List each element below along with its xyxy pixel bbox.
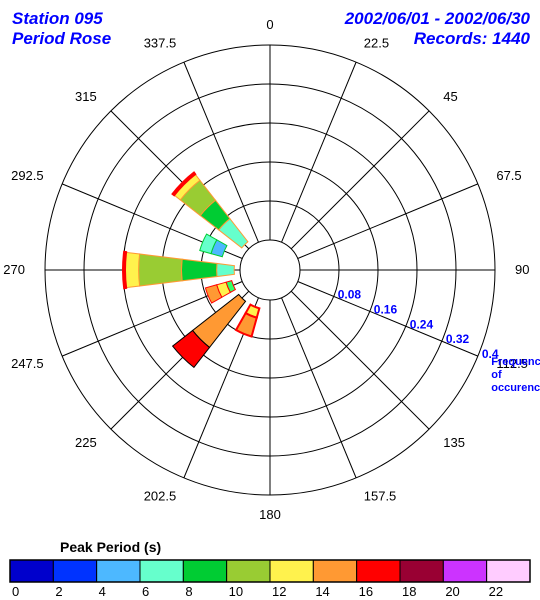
- legend-swatch: [487, 560, 530, 582]
- radial-tick-label: 0.08: [338, 287, 362, 301]
- legend-tick: 8: [185, 584, 192, 599]
- legend-swatch: [53, 560, 96, 582]
- frequency-axis-label: Frequency: [491, 356, 540, 368]
- angle-tick-label: 90: [515, 262, 529, 277]
- legend-swatch: [400, 560, 443, 582]
- station-title: Station 095: [12, 9, 103, 28]
- frequency-axis-label: of: [491, 369, 502, 381]
- legend-tick: 0: [12, 584, 19, 599]
- date-range: 2002/06/01 - 2002/06/30: [344, 9, 531, 28]
- legend-tick: 4: [99, 584, 106, 599]
- legend-tick: 12: [272, 584, 286, 599]
- chart-container: 022.54567.590112.5135157.5180202.5225247…: [0, 0, 540, 600]
- legend-tick: 16: [359, 584, 373, 599]
- angle-tick-label: 270: [3, 262, 25, 277]
- frequency-axis-label: occurence: [491, 382, 540, 394]
- chart-subtitle: Period Rose: [12, 29, 111, 48]
- angle-tick-label: 67.5: [496, 168, 521, 183]
- angle-tick-label: 180: [259, 507, 281, 522]
- radial-tick-label: 0.24: [410, 317, 434, 331]
- angle-tick-label: 135: [443, 435, 465, 450]
- legend-tick: 10: [229, 584, 243, 599]
- legend-swatch: [443, 560, 486, 582]
- angle-tick-label: 45: [443, 89, 457, 104]
- legend-swatch: [183, 560, 226, 582]
- legend-swatch: [140, 560, 183, 582]
- angle-tick-label: 247.5: [11, 356, 44, 371]
- radial-tick-label: 0.32: [446, 332, 470, 346]
- angle-tick-label: 22.5: [364, 36, 389, 51]
- angle-tick-label: 157.5: [364, 488, 397, 503]
- legend-swatch: [10, 560, 53, 582]
- angle-tick-label: 202.5: [144, 488, 177, 503]
- legend-title: Peak Period (s): [60, 539, 161, 555]
- legend-tick: 20: [445, 584, 459, 599]
- legend-tick: 6: [142, 584, 149, 599]
- radial-tick-label: 0.16: [374, 302, 398, 316]
- legend-tick: 14: [315, 584, 329, 599]
- legend-tick: 22: [489, 584, 503, 599]
- legend-swatch: [227, 560, 270, 582]
- rose-chart-svg: 022.54567.590112.5135157.5180202.5225247…: [0, 0, 540, 600]
- angle-tick-label: 225: [75, 435, 97, 450]
- legend-swatch: [313, 560, 356, 582]
- legend-tick: 18: [402, 584, 416, 599]
- angle-tick-label: 337.5: [144, 36, 177, 51]
- records-count: Records: 1440: [414, 29, 531, 48]
- legend-swatch: [270, 560, 313, 582]
- legend-swatch: [97, 560, 140, 582]
- legend-swatch: [357, 560, 400, 582]
- angle-tick-label: 292.5: [11, 168, 44, 183]
- angle-tick-label: 315: [75, 89, 97, 104]
- angle-tick-label: 0: [266, 17, 273, 32]
- legend-tick: 2: [55, 584, 62, 599]
